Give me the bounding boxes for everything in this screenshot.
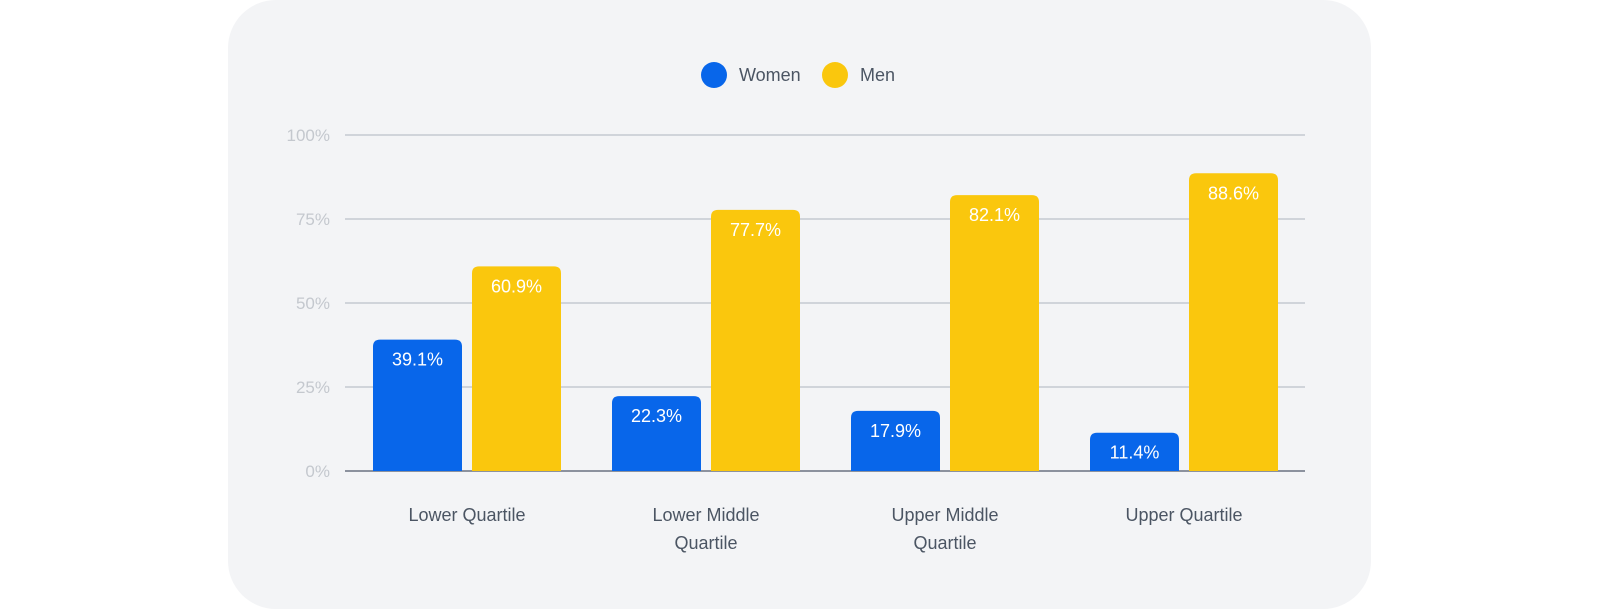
y-tick-label: 100% — [287, 126, 330, 145]
bar-value-label: 88.6% — [1208, 183, 1259, 203]
x-tick-label: Upper Quartile — [1125, 505, 1242, 525]
x-axis: Lower Quartile Lower Middle Quartile Upper … — [408, 505, 1242, 553]
bar-value-label: 22.3% — [631, 406, 682, 426]
bar-women — [851, 410, 940, 471]
bar-women — [612, 396, 701, 471]
bars: 39.1% 60.9% 22.3% 77.7% 17.9% 82.1% 11.4% 88.6% — [373, 173, 1278, 472]
x-tick-label: Upper Middle — [891, 505, 998, 525]
y-axis: 0% 25% 50% 75% 100% — [287, 126, 330, 481]
x-tick-label: Lower Quartile — [408, 505, 525, 525]
y-tick-label: 50% — [296, 294, 330, 313]
legend: Women Men — [701, 62, 895, 88]
bar-value-label: 60.9% — [491, 276, 542, 296]
bar-men — [711, 209, 800, 472]
bar-women — [1090, 432, 1179, 471]
legend-label-women: Women — [739, 65, 801, 85]
bar-value-label: 39.1% — [392, 350, 443, 370]
y-tick-label: 25% — [296, 378, 330, 397]
bar-women — [373, 339, 462, 471]
x-tick-label: Lower Middle — [652, 505, 759, 525]
bar-men — [1189, 173, 1278, 471]
bar-value-label: 77.7% — [730, 220, 781, 240]
y-tick-label: 75% — [296, 210, 330, 229]
bar-men — [950, 195, 1039, 472]
y-tick-label: 0% — [305, 462, 330, 481]
bar-value-label: 17.9% — [870, 421, 921, 441]
x-tick-label: Quartile — [674, 533, 737, 553]
bar-men — [472, 266, 561, 471]
legend-swatch-men — [822, 62, 848, 88]
bar-value-label: 11.4% — [1110, 443, 1160, 463]
bar-value-label: 82.1% — [969, 205, 1020, 225]
legend-swatch-women — [701, 62, 727, 88]
x-tick-label: Quartile — [913, 533, 976, 553]
legend-label-men: Men — [860, 65, 895, 85]
